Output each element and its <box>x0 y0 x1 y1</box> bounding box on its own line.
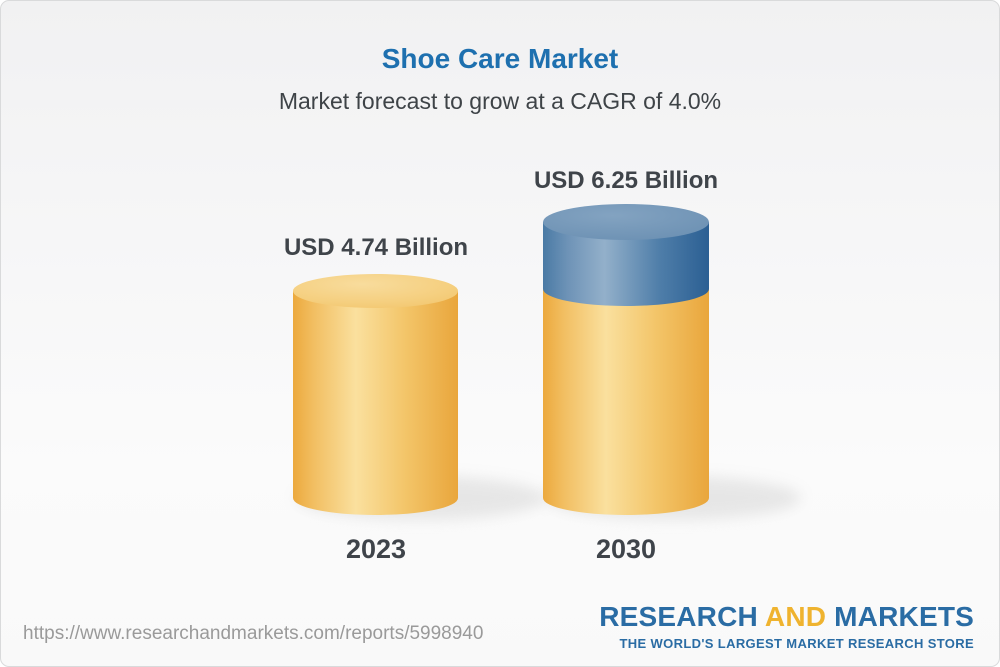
report-url: https://www.researchandmarkets.com/repor… <box>23 623 484 644</box>
value-label-2030: USD 6.25 Billion <box>533 167 719 194</box>
value-label-2023: USD 4.74 Billion <box>283 234 469 261</box>
logo-word-markets: MARKETS <box>834 601 974 632</box>
logo-word-and: AND <box>764 601 827 632</box>
cylinder-2030-growth <box>543 204 709 306</box>
logo-tagline: THE WORLD'S LARGEST MARKET RESEARCH STOR… <box>619 636 974 651</box>
logo-wordmark: RESEARCH AND MARKETS <box>599 601 974 633</box>
year-label-2023: 2023 <box>345 534 407 564</box>
page-title: Shoe Care Market <box>381 43 619 74</box>
cylinder-2030-base <box>543 289 709 515</box>
year-label-2030: 2030 <box>595 534 657 564</box>
research-and-markets-logo: RESEARCH AND MARKETS THE WORLD'S LARGEST… <box>599 601 974 651</box>
page-subtitle: Market forecast to grow at a CAGR of 4.0… <box>278 88 722 114</box>
logo-word-research: RESEARCH <box>599 601 758 632</box>
cylinder-2023 <box>293 274 458 515</box>
